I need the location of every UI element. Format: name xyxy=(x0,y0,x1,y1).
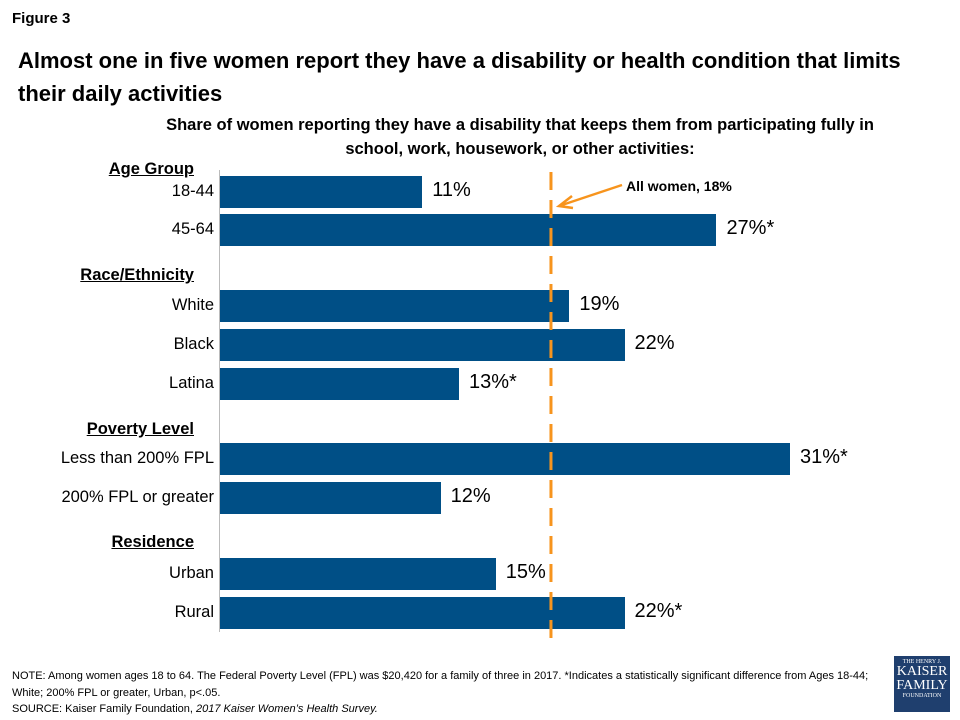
category-label: Less than 200% FPL xyxy=(60,449,214,467)
y-axis-line xyxy=(219,170,220,632)
category-label: 45-64 xyxy=(171,220,214,238)
category-label: 200% FPL or greater xyxy=(61,488,214,506)
figure-label: Figure 3 xyxy=(12,10,71,27)
bar xyxy=(220,558,496,590)
data-label: 22%* xyxy=(634,600,683,622)
bar xyxy=(220,368,460,400)
bar xyxy=(220,329,625,361)
footnote: NOTE: Among women ages 18 to 64. The Fed… xyxy=(12,668,872,718)
data-label: 22% xyxy=(634,332,675,354)
data-label: 12% xyxy=(450,485,491,507)
data-label: 19% xyxy=(579,293,620,315)
bar xyxy=(220,597,625,629)
data-label: 11% xyxy=(432,179,471,201)
note-text: NOTE: Among women ages 18 to 64. The Fed… xyxy=(12,670,869,699)
chart-subtitle: Share of women reporting they have a dis… xyxy=(166,116,874,158)
data-label: 27%* xyxy=(726,217,775,239)
data-label: 15% xyxy=(505,561,546,583)
source-text: SOURCE: Kaiser Family Foundation, 2017 K… xyxy=(12,701,872,718)
category-label: Urban xyxy=(169,564,214,582)
source-title: 2017 Kaiser Women’s Health Survey. xyxy=(196,703,378,715)
group-label: Age Group xyxy=(108,160,194,178)
chart-title: Almost one in five women report they hav… xyxy=(18,48,901,106)
kff-logo: THE HENRY J. KAISER FAMILY FOUNDATION xyxy=(894,656,950,712)
group-label: Residence xyxy=(111,533,194,551)
arrowhead-icon xyxy=(555,195,574,210)
reference-label: All women, 18% xyxy=(626,178,732,194)
category-label: Latina xyxy=(169,374,214,392)
source-prefix: SOURCE: Kaiser Family Foundation, xyxy=(12,703,197,715)
bar xyxy=(220,214,717,246)
reference-arrow xyxy=(561,183,623,207)
bar xyxy=(220,443,790,475)
bar xyxy=(220,290,570,322)
category-label: Black xyxy=(173,335,214,353)
bar xyxy=(220,176,423,208)
category-label: White xyxy=(171,296,214,314)
data-label: 13%* xyxy=(469,371,517,393)
group-label: Race/Ethnicity xyxy=(80,266,194,284)
category-label: 18-44 xyxy=(171,182,214,200)
group-label: Poverty Level xyxy=(86,420,194,438)
data-label: 31%* xyxy=(800,446,848,468)
category-label: Rural xyxy=(174,603,214,621)
bar xyxy=(220,482,441,514)
